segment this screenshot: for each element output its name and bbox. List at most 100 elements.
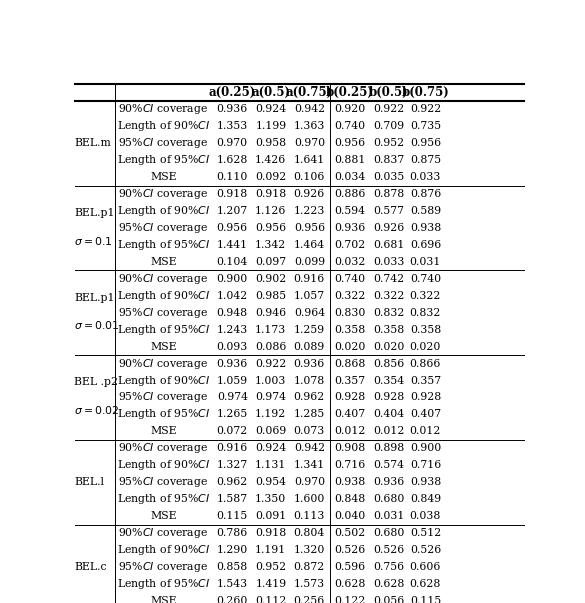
Text: 0.354: 0.354 [373,376,404,385]
Text: 0.256: 0.256 [294,596,325,603]
Text: 0.900: 0.900 [410,443,441,453]
Text: Length of 95%$CI$: Length of 95%$CI$ [117,323,210,336]
Text: 1.265: 1.265 [216,409,248,420]
Text: 0.115: 0.115 [216,511,248,521]
Text: 0.876: 0.876 [410,189,441,199]
Text: 1.363: 1.363 [294,121,325,131]
Text: 0.804: 0.804 [294,528,325,538]
Text: 0.740: 0.740 [335,121,366,131]
Text: b(0.75): b(0.75) [401,86,449,99]
Text: 0.918: 0.918 [255,189,287,199]
Text: 90%$CI$ coverage: 90%$CI$ coverage [119,441,209,455]
Text: 0.858: 0.858 [216,562,248,572]
Text: Length of 90%$CI$: Length of 90%$CI$ [117,204,210,218]
Text: 0.716: 0.716 [335,460,366,470]
Text: 0.956: 0.956 [294,223,325,233]
Text: 0.407: 0.407 [335,409,366,420]
Text: 1.600: 1.600 [294,494,325,504]
Text: 1.464: 1.464 [294,240,325,250]
Text: 1.628: 1.628 [216,155,248,165]
Text: 0.938: 0.938 [410,477,441,487]
Text: Length of 90%$CI$: Length of 90%$CI$ [117,373,210,388]
Text: 0.958: 0.958 [255,138,287,148]
Text: 0.702: 0.702 [335,240,366,250]
Text: 1.199: 1.199 [255,121,287,131]
Text: 0.875: 0.875 [410,155,441,165]
Text: 0.357: 0.357 [410,376,441,385]
Text: 90%$CI$ coverage: 90%$CI$ coverage [119,187,209,201]
Text: 0.832: 0.832 [373,308,404,318]
Text: Length of 95%$CI$: Length of 95%$CI$ [117,577,210,591]
Text: 0.086: 0.086 [255,342,287,352]
Text: 0.956: 0.956 [216,223,248,233]
Text: 0.956: 0.956 [410,138,441,148]
Text: 0.031: 0.031 [410,257,441,267]
Text: 1.131: 1.131 [255,460,287,470]
Text: 1.543: 1.543 [216,579,248,589]
Text: 0.928: 0.928 [373,393,404,402]
Text: 0.740: 0.740 [335,274,366,284]
Text: 1.290: 1.290 [216,545,248,555]
Text: 1.003: 1.003 [255,376,287,385]
Text: 0.830: 0.830 [335,308,366,318]
Text: 0.020: 0.020 [335,342,366,352]
Text: Length of 90%$CI$: Length of 90%$CI$ [117,289,210,303]
Text: 0.031: 0.031 [373,511,404,521]
Text: 0.115: 0.115 [410,596,441,603]
Text: 0.964: 0.964 [294,308,325,318]
Text: 0.012: 0.012 [335,426,366,437]
Text: 0.956: 0.956 [255,223,287,233]
Text: 1.059: 1.059 [216,376,248,385]
Text: 0.902: 0.902 [255,274,287,284]
Text: 0.837: 0.837 [373,155,404,165]
Text: 0.680: 0.680 [373,494,404,504]
Text: 0.878: 0.878 [373,189,404,199]
Text: 0.716: 0.716 [410,460,441,470]
Text: 90%$CI$ coverage: 90%$CI$ coverage [119,526,209,540]
Text: 0.033: 0.033 [410,172,441,182]
Text: Length of 95%$CI$: Length of 95%$CI$ [117,408,210,421]
Text: 0.526: 0.526 [373,545,404,555]
Text: 0.112: 0.112 [255,596,287,603]
Text: 0.092: 0.092 [255,172,287,182]
Text: 1.641: 1.641 [294,155,325,165]
Text: 0.358: 0.358 [373,324,404,335]
Text: 0.093: 0.093 [216,342,248,352]
Text: 0.091: 0.091 [255,511,287,521]
Text: Length of 95%$CI$: Length of 95%$CI$ [117,492,210,506]
Text: 1.057: 1.057 [294,291,325,301]
Text: 90%$CI$ coverage: 90%$CI$ coverage [119,272,209,286]
Text: MSE: MSE [150,426,177,437]
Text: 95%$CI$ coverage: 95%$CI$ coverage [119,391,209,405]
Text: 0.740: 0.740 [410,274,441,284]
Text: Length of 95%$CI$: Length of 95%$CI$ [117,153,210,167]
Text: a(0.75): a(0.75) [285,86,333,99]
Text: 0.040: 0.040 [335,511,366,521]
Text: 0.628: 0.628 [335,579,366,589]
Text: 1.327: 1.327 [216,460,248,470]
Text: $\sigma = 0.01$: $\sigma = 0.01$ [74,320,120,332]
Text: a(0.25): a(0.25) [209,86,256,99]
Text: 0.069: 0.069 [255,426,287,437]
Text: 0.928: 0.928 [335,393,366,402]
Text: b(0.5): b(0.5) [369,86,408,99]
Text: 0.938: 0.938 [410,223,441,233]
Text: 0.908: 0.908 [335,443,366,453]
Text: 0.922: 0.922 [255,359,287,368]
Text: 1.341: 1.341 [294,460,325,470]
Text: 0.034: 0.034 [335,172,366,182]
Text: 95%$CI$ coverage: 95%$CI$ coverage [119,560,209,574]
Text: 0.628: 0.628 [373,579,404,589]
Text: 0.900: 0.900 [216,274,248,284]
Text: $\sigma = 0.1$: $\sigma = 0.1$ [74,235,113,247]
Text: BEL.p1: BEL.p1 [74,292,115,303]
Text: 0.020: 0.020 [373,342,404,352]
Text: 0.936: 0.936 [216,359,248,368]
Text: 0.948: 0.948 [216,308,248,318]
Text: 0.916: 0.916 [216,443,248,453]
Text: 1.285: 1.285 [294,409,325,420]
Text: 1.191: 1.191 [255,545,287,555]
Text: 0.942: 0.942 [294,104,325,115]
Text: 0.918: 0.918 [216,189,248,199]
Text: 0.072: 0.072 [216,426,248,437]
